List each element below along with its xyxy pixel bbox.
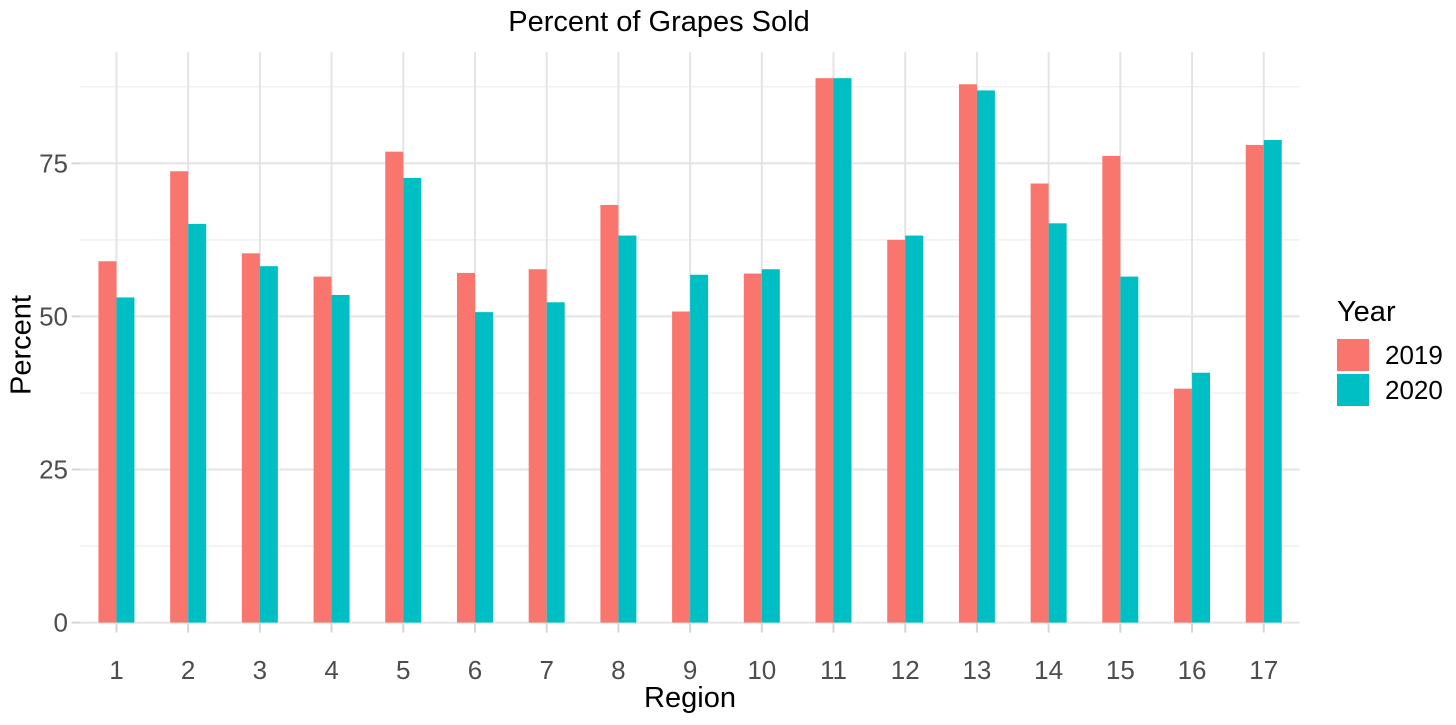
x-tick-label-1: 1 [109, 655, 123, 685]
bar-2019-region-2 [170, 171, 189, 623]
legend-item-2020: 2020 [1337, 374, 1443, 406]
x-tick-label-7: 7 [539, 655, 553, 685]
y-tick-label-75: 75 [39, 148, 68, 178]
bar-2020-region-13 [976, 90, 995, 623]
bar-2020-region-4 [331, 294, 350, 623]
bar-2019-region-1 [98, 261, 117, 623]
x-tick-label-3: 3 [253, 655, 267, 685]
bar-2019-region-9 [672, 311, 691, 623]
x-tick-label-17: 17 [1249, 655, 1278, 685]
x-tick-label-11: 11 [820, 655, 847, 685]
legend-title: Year [1337, 296, 1396, 328]
y-tick-label-25: 25 [39, 455, 68, 485]
legend-swatch-2020 [1337, 374, 1369, 406]
bar-2020-region-11 [833, 78, 852, 623]
bar-2020-region-9 [690, 274, 709, 623]
x-tick-label-9: 9 [683, 655, 697, 685]
y-tick-label-50: 50 [39, 301, 68, 331]
x-tick-label-5: 5 [396, 655, 410, 685]
x-tick-label-10: 10 [747, 655, 776, 685]
bar-2019-region-11 [815, 78, 834, 623]
legend: Year 2019 2020 [1337, 296, 1443, 409]
x-tick-label-12: 12 [891, 655, 920, 685]
bar-2019-region-13 [958, 84, 977, 623]
legend-label-2019: 2019 [1385, 340, 1443, 370]
bar-2019-region-16 [1174, 388, 1193, 623]
bar-2019-region-6 [456, 272, 475, 623]
bar-2020-region-5 [403, 177, 422, 623]
bar-2020-region-15 [1120, 276, 1139, 623]
bar-2020-region-16 [1192, 372, 1211, 623]
bar-2019-region-14 [1030, 183, 1049, 623]
bar-2019-region-7 [528, 269, 547, 623]
bar-2019-region-12 [887, 239, 906, 623]
bar-2020-region-2 [188, 223, 207, 623]
x-axis-title: Region [644, 682, 736, 714]
bar-2020-region-14 [1048, 223, 1067, 623]
bar-2020-region-7 [546, 302, 565, 623]
x-tick-label-2: 2 [181, 655, 195, 685]
bar-2019-region-8 [600, 204, 619, 623]
bar-2020-region-1 [116, 297, 135, 623]
x-tick-label-13: 13 [962, 655, 991, 685]
x-tick-label-8: 8 [611, 655, 625, 685]
bar-2020-region-12 [905, 235, 924, 623]
bar-2020-region-3 [259, 266, 278, 623]
bar-2019-region-17 [1245, 144, 1264, 623]
y-axis-title: Percent [5, 295, 38, 395]
x-tick-label-6: 6 [468, 655, 482, 685]
bar-2019-region-15 [1102, 155, 1121, 623]
chart-title: Percent of Grapes Sold [508, 6, 810, 38]
x-tick-label-16: 16 [1178, 655, 1207, 685]
bar-2020-region-10 [761, 269, 780, 623]
y-tick-label-0: 0 [54, 608, 68, 638]
bar-2020-region-8 [618, 235, 637, 623]
x-tick-label-4: 4 [324, 655, 338, 685]
x-tick-label-14: 14 [1034, 655, 1063, 685]
bar-2020-region-6 [474, 312, 493, 623]
bar-2019-region-3 [241, 253, 260, 623]
bar-2020-region-17 [1263, 140, 1282, 623]
legend-swatch-2019 [1337, 339, 1369, 371]
bar-2019-region-5 [385, 151, 404, 623]
legend-label-2020: 2020 [1385, 375, 1443, 405]
bar-2019-region-10 [743, 273, 762, 623]
bar-2019-region-4 [313, 276, 332, 623]
legend-item-2019: 2019 [1337, 339, 1443, 371]
legend-items: 2019 2020 [1337, 339, 1443, 406]
x-tick-label-15: 15 [1106, 655, 1135, 685]
